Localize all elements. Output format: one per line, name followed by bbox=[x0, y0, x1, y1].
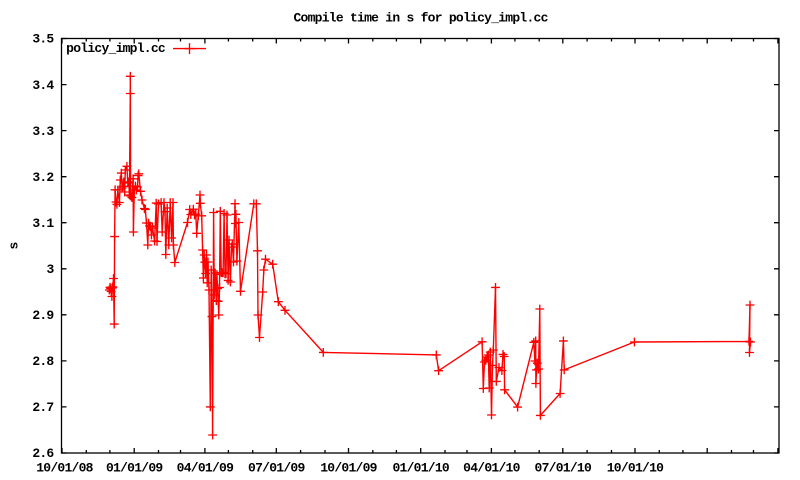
svg-text:2.6: 2.6 bbox=[32, 446, 54, 461]
svg-text:04/01/10: 04/01/10 bbox=[463, 461, 520, 476]
svg-text:3.3: 3.3 bbox=[32, 124, 54, 139]
svg-text:10/01/10: 10/01/10 bbox=[607, 461, 664, 476]
svg-text:3.5: 3.5 bbox=[32, 32, 54, 47]
svg-text:2.8: 2.8 bbox=[32, 354, 54, 369]
svg-text:3.2: 3.2 bbox=[32, 170, 54, 185]
svg-text:3.1: 3.1 bbox=[32, 216, 54, 231]
svg-text:3.4: 3.4 bbox=[32, 78, 54, 93]
svg-text:01/01/09: 01/01/09 bbox=[106, 461, 163, 476]
svg-text:2.7: 2.7 bbox=[32, 400, 53, 415]
svg-text:01/01/10: 01/01/10 bbox=[392, 461, 449, 476]
svg-text:Compile time in s for policy_i: Compile time in s for policy_impl.cc bbox=[294, 10, 549, 25]
svg-text:07/01/10: 07/01/10 bbox=[535, 461, 592, 476]
svg-text:2.9: 2.9 bbox=[32, 308, 54, 323]
svg-text:10/01/09: 10/01/09 bbox=[320, 461, 377, 476]
svg-text:policy_impl.cc: policy_impl.cc bbox=[66, 41, 166, 56]
svg-text:10/01/08: 10/01/08 bbox=[36, 461, 93, 476]
svg-text:s: s bbox=[7, 242, 22, 250]
svg-text:07/01/09: 07/01/09 bbox=[248, 461, 305, 476]
svg-text:3: 3 bbox=[46, 262, 54, 277]
svg-text:04/01/09: 04/01/09 bbox=[177, 461, 234, 476]
